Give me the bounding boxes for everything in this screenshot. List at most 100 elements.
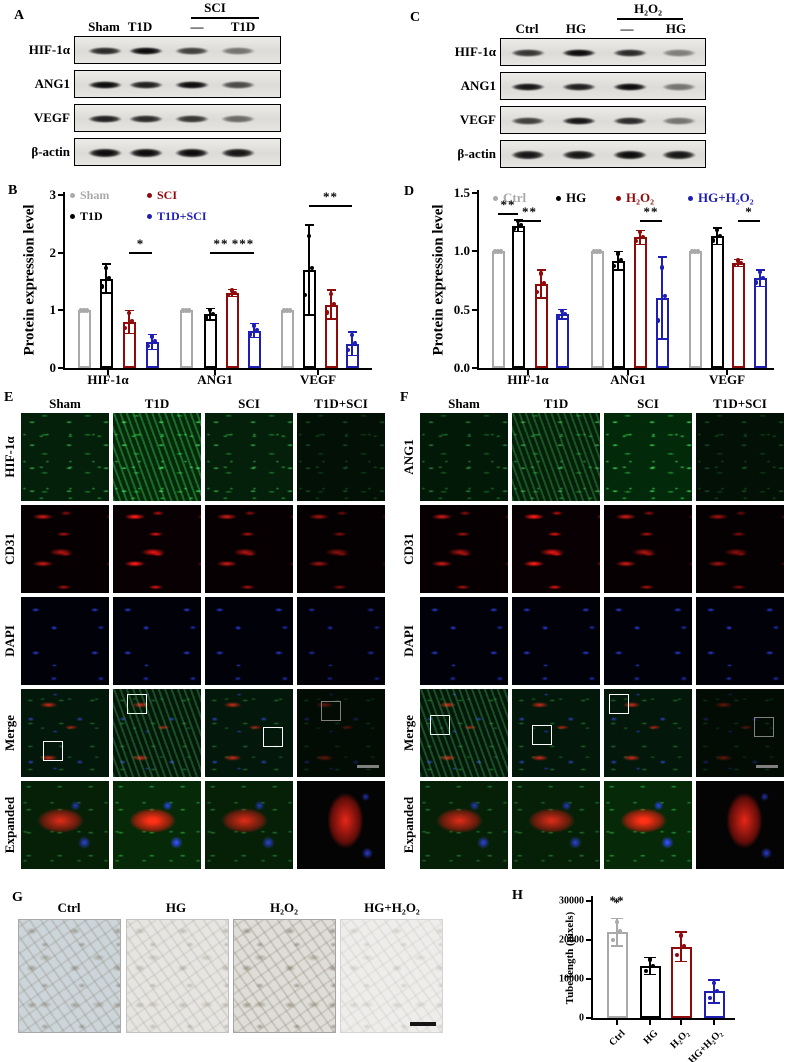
error-bar-line xyxy=(231,289,233,297)
brightfield-micrograph-2 xyxy=(126,919,229,1033)
micrograph-hif1-sci xyxy=(205,413,293,501)
inset-box xyxy=(430,715,450,735)
error-bar-line xyxy=(253,323,255,338)
lane-label: Ctrl xyxy=(515,21,539,36)
panel-d-bar-chart: D Protein expression level 0.0 0.5 1.0 1.5 HIF… xyxy=(396,180,792,390)
column-header: HG xyxy=(165,900,187,915)
data-point xyxy=(302,292,308,297)
protein-label: β-actin xyxy=(31,144,70,159)
legend-label: Ctrl xyxy=(503,190,527,205)
data-point xyxy=(345,347,351,353)
protein-band xyxy=(83,80,127,90)
data-point xyxy=(492,249,498,254)
micrograph-cd31-sci xyxy=(205,505,293,593)
protein-band xyxy=(557,82,601,92)
panel-e-immunofluorescence-grid: E Sham T1D SCI T1D+SCI HIF-1α CD31 DAPI Merge Exp… xyxy=(0,390,396,882)
y-axis-tick-label: 10000 xyxy=(559,973,584,985)
y-axis-tick xyxy=(586,978,591,980)
micrograph-cd31-sham xyxy=(420,505,508,593)
x-category-label: ANG1 xyxy=(610,372,646,387)
protein-band xyxy=(608,149,652,161)
protein-band xyxy=(608,116,652,126)
micrograph-expanded-sci xyxy=(604,781,692,869)
significance-label: ** xyxy=(609,892,625,908)
significance-line xyxy=(738,219,760,222)
x-axis-tick xyxy=(317,370,319,375)
data-point xyxy=(650,963,656,968)
data-point xyxy=(210,311,216,317)
panel-label-F: F xyxy=(400,390,409,405)
significance-line xyxy=(498,212,518,215)
significance-line xyxy=(210,251,232,254)
y-axis-title: Protein expression level xyxy=(430,204,447,356)
y-axis-tick xyxy=(472,192,477,194)
legend-dot xyxy=(147,214,152,219)
column-header: T1D xyxy=(144,396,170,411)
row-label: HIF-1α xyxy=(2,436,17,478)
data-point xyxy=(180,308,186,313)
error-bar-cap xyxy=(557,318,567,320)
micrograph-ang1-t1d xyxy=(512,413,600,501)
panel-label-A: A xyxy=(14,8,25,23)
panel-label-D: D xyxy=(404,184,415,199)
protein-band xyxy=(506,48,550,58)
row-label: Merge xyxy=(401,714,416,752)
blot-strip xyxy=(500,72,706,100)
protein-band xyxy=(657,116,701,126)
data-point xyxy=(498,249,504,254)
legend-dot xyxy=(556,195,561,201)
data-point xyxy=(707,995,713,1001)
protein-band xyxy=(83,46,127,56)
y-axis-tick-label: 0.0 xyxy=(453,360,470,375)
data-point xyxy=(247,332,253,337)
bar xyxy=(688,251,702,368)
data-point xyxy=(251,323,257,328)
protein-band xyxy=(83,114,127,124)
column-header: SCI xyxy=(637,396,659,411)
error-bar-cap xyxy=(124,309,134,312)
x-axis-tick xyxy=(107,370,109,375)
y-axis-line xyxy=(591,896,593,1020)
x-axis-tick xyxy=(649,1020,651,1025)
legend-dot xyxy=(688,195,693,201)
error-bar-line xyxy=(713,979,715,1004)
inset-box xyxy=(263,727,283,747)
y-axis-title: Tube length (pixels) xyxy=(564,911,576,1005)
protein-label: ANG1 xyxy=(460,78,496,93)
y-axis-tick-label: 0.5 xyxy=(453,301,470,317)
micrograph-ang1-sci xyxy=(604,413,692,501)
x-category-label: VEGF xyxy=(708,372,746,387)
treatment-group-underline xyxy=(617,18,683,20)
significance-label: ** xyxy=(323,188,338,204)
data-point xyxy=(129,319,135,324)
error-bar-cap xyxy=(657,338,667,340)
micrograph-dapi-t1dsci xyxy=(297,597,385,685)
data-point xyxy=(534,289,540,294)
lane-label: HG xyxy=(565,21,587,36)
y-axis-tick-label: 2 xyxy=(49,244,57,260)
error-bar-cap xyxy=(708,979,720,981)
inset-box xyxy=(321,701,341,721)
protein-band xyxy=(124,114,168,124)
significance-line xyxy=(518,219,541,222)
data-point xyxy=(735,258,741,263)
x-axis-tick xyxy=(726,370,728,375)
data-point xyxy=(324,310,330,315)
panel-label-E: E xyxy=(4,390,14,405)
legend-item: H₂O₂ xyxy=(616,190,654,206)
legend-label: T1D+SCI xyxy=(157,209,207,223)
data-point xyxy=(731,262,737,268)
micrograph-expanded-t1d xyxy=(512,781,600,869)
protein-band xyxy=(506,116,550,126)
error-bar-line xyxy=(308,224,310,315)
x-category-label: Ctrl xyxy=(607,1028,628,1049)
error-bar-line xyxy=(759,270,761,287)
data-point xyxy=(753,280,759,285)
micrograph-expanded-t1d xyxy=(113,781,201,869)
error-bar-cap xyxy=(657,256,667,258)
micrograph-dapi-t1d xyxy=(512,597,600,685)
row-label: DAPI xyxy=(2,625,17,657)
data-point xyxy=(81,308,87,313)
protein-band xyxy=(557,149,601,161)
bar xyxy=(280,310,294,368)
